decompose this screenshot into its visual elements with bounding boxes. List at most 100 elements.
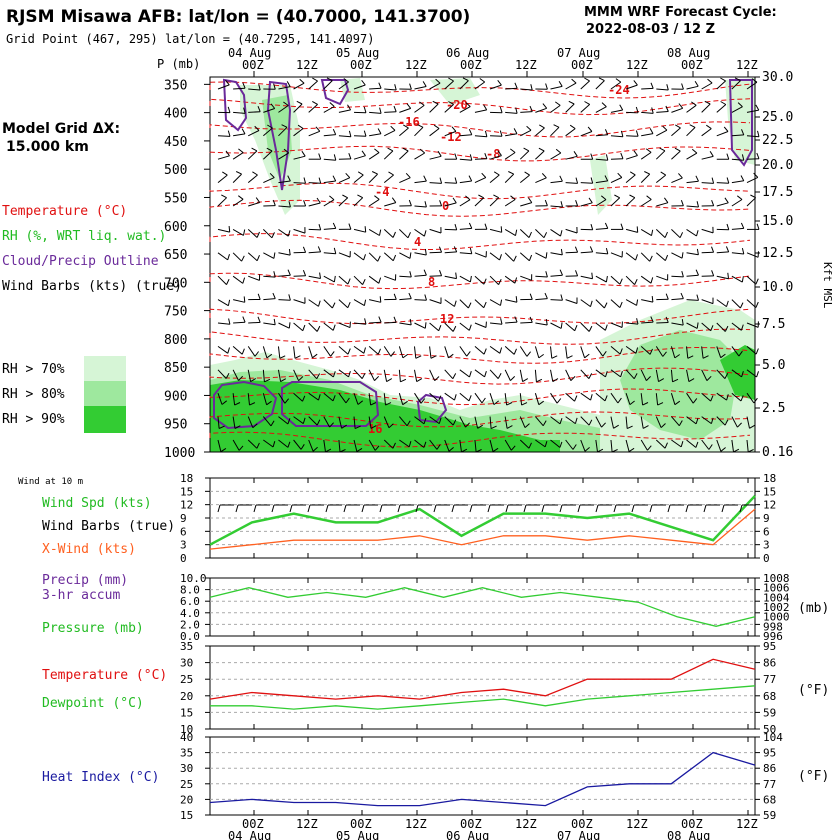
wind-barb [641,87,654,90]
wind-barb-flag [558,81,563,87]
wind-barb [338,322,351,329]
wind-barb [504,369,511,381]
wind-barb-flag [513,348,517,355]
wind-barb-flag [757,130,760,137]
wind-barb-flag [329,422,334,428]
wind-barb [686,205,699,208]
wind-barb [746,392,755,404]
wind-barb-flag [575,177,579,184]
wind-barb-flag [408,441,412,448]
wind-barb [429,128,440,137]
pressure-level-label: 750 [164,305,187,320]
wind-barb-flag [687,355,694,359]
wind-barb [429,82,441,90]
wind-barb [655,369,659,382]
wind-barb [595,369,606,378]
surface-wind-barb-flag [523,504,527,513]
wind-barb-flag [720,447,726,452]
wind-barb [550,439,561,448]
wind-barb-flag [270,103,276,109]
wind-barb-flag [390,125,396,131]
surface-wind-barb-flag [397,504,401,513]
wind-barb-flag [696,248,699,255]
rh-shading [210,380,560,452]
wind-barb-flag [241,255,245,262]
wind-barb-flag [633,150,638,156]
wind-barb-flag [424,294,427,301]
wind-barb-flag [497,150,502,156]
wind-barb-flag [388,423,394,429]
wind-barb [293,322,304,332]
wind-barb-flag [604,175,609,182]
wind-barb-flag [438,246,443,253]
wind-barb [384,275,396,281]
wind-barb [504,228,516,237]
wind-barb-flag [647,445,652,451]
wind-barb-flag [339,449,346,453]
y-tick-right: 18 [763,472,776,485]
grid-point-info: Grid Point (467, 295) lat/lon = (40.7295… [6,32,374,46]
bottom-hour-label: 00Z [460,817,482,831]
wind-barb [595,134,608,137]
wind-barb [444,275,457,280]
wind-barb [353,275,363,285]
wind-barb [580,369,590,379]
wind-barb [686,346,689,359]
wind-barb-flag [642,425,649,429]
wind-barb [489,174,500,183]
wind-barb-flag [662,125,668,131]
wind-barb [519,369,524,382]
forecast-cycle-label: MMM WRF Forecast Cycle: [584,5,777,20]
wind-barb-flag [294,355,301,359]
surface-wind-barb-flag [361,504,365,513]
wind-barb [429,416,440,425]
wind-barb-flag [633,80,638,86]
wind-barb [429,346,432,359]
wind-barb [489,84,502,90]
isotherm-label: -16 [398,115,420,129]
bottom-hour-label: 00Z [571,817,593,831]
wind-barb-flag [636,318,639,325]
wind-barb [489,275,499,285]
wind-barb [368,252,379,262]
wind-barb-flag [287,175,291,182]
wind-barb-flag [741,154,745,161]
wind-barb-flag [318,394,321,401]
top-hour-label: 12Z [626,58,648,72]
wind-barb [565,416,576,425]
wind-barb [580,322,590,332]
wind-barb [625,369,635,380]
wind-barb-flag [300,444,305,450]
wind-barb [459,416,466,428]
wind-barb-flag [552,378,559,383]
rh-shading [620,330,740,440]
isotherm [209,272,751,290]
wind-barb [504,346,515,355]
wind-barb-flag [333,275,336,282]
wind-barb-flag [724,197,729,204]
wind-barb [671,127,681,137]
wind-barb [398,416,408,427]
wind-barb-flag [403,124,409,129]
top-day-label: 05 Aug [336,46,379,60]
wind-barb-flag [568,100,575,105]
wind-barb [429,392,439,402]
wind-barb-flag [636,299,639,306]
wind-barb-flag [316,197,321,204]
wind-barb [232,275,244,284]
isotherm [209,98,751,116]
wind-barb [610,299,621,308]
wind-barb-flag [385,402,392,406]
wind-barb [474,416,479,429]
wind-barb-flag [270,420,275,427]
wind-barb-flag [227,299,231,306]
wind-barb [353,228,366,233]
wind-barb-flag [542,420,547,426]
wind-barb [369,321,382,324]
wind-barb-flag [644,171,650,175]
wind-barb [656,275,668,281]
legend-cloud: Cloud/Precip Outline [2,254,159,269]
wind-barb [383,174,394,183]
wind-barb [308,439,314,452]
wind-barb [580,299,591,308]
